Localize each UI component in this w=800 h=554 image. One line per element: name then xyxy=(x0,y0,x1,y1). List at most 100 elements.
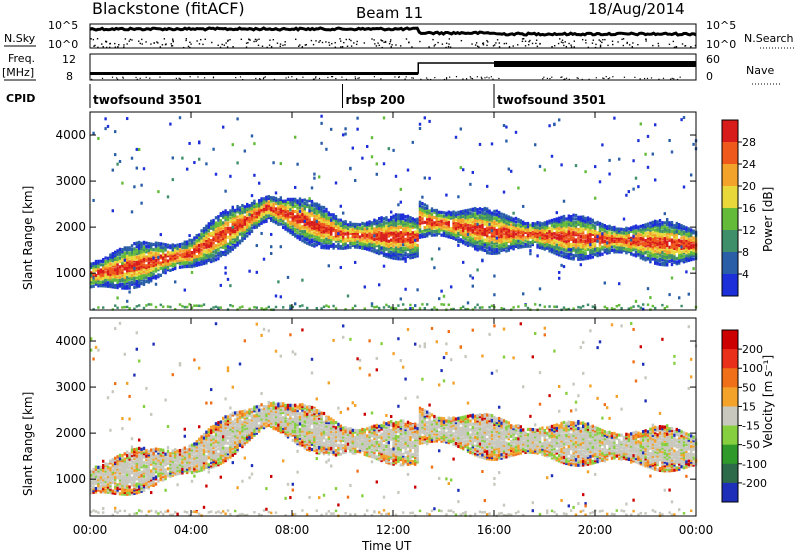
power-cell xyxy=(430,223,434,227)
power-cell xyxy=(654,233,657,237)
power-cell xyxy=(670,220,674,225)
power-cell xyxy=(510,232,513,236)
power-cell xyxy=(402,237,405,242)
power-cell xyxy=(574,226,578,230)
power-cell xyxy=(507,232,510,237)
power-cell xyxy=(577,236,580,240)
power-cell xyxy=(411,222,414,226)
power-cell xyxy=(421,217,424,221)
power-cell xyxy=(303,238,306,242)
power-cell xyxy=(562,230,566,234)
power-cell xyxy=(205,231,208,235)
power-cell xyxy=(601,224,604,228)
power-cell xyxy=(649,226,652,231)
power-cell xyxy=(366,238,369,243)
nave-dot xyxy=(296,78,298,80)
power-cell xyxy=(639,245,642,249)
nsearch-dot xyxy=(185,39,187,42)
power-cell xyxy=(145,304,148,307)
power-cell xyxy=(644,223,647,227)
power-cell xyxy=(392,240,395,245)
power-cell xyxy=(99,271,102,276)
power-cell xyxy=(114,257,117,261)
power-cell xyxy=(673,260,676,265)
power-cell xyxy=(219,227,222,232)
power-cell xyxy=(123,305,126,309)
power-cell xyxy=(481,228,484,233)
power-cell xyxy=(368,243,371,247)
power-cell xyxy=(222,235,225,239)
power-cell xyxy=(390,306,393,310)
power-cell xyxy=(402,253,405,257)
power-cell xyxy=(637,251,640,255)
power-cell xyxy=(464,226,467,230)
power-cell xyxy=(166,254,170,258)
power-cell xyxy=(471,242,474,246)
power-cell xyxy=(279,222,282,226)
power-cell xyxy=(531,241,534,245)
power-cell xyxy=(284,224,287,228)
power-cell xyxy=(97,270,100,274)
power-cell xyxy=(394,230,398,234)
power-cell xyxy=(416,221,419,225)
power-cell xyxy=(171,245,174,249)
power-cell xyxy=(666,263,669,267)
power-cell xyxy=(267,196,270,200)
power-cell xyxy=(476,230,479,234)
power-cell xyxy=(553,218,556,222)
power-cell xyxy=(332,227,335,231)
power-cell xyxy=(349,222,352,227)
power-cell xyxy=(663,261,666,265)
power-cell xyxy=(142,274,146,278)
power-cell xyxy=(301,226,304,231)
power-cell xyxy=(423,225,426,230)
power-cell xyxy=(390,245,393,249)
power-cell xyxy=(548,124,551,128)
power-cell xyxy=(330,220,333,224)
power-cell xyxy=(313,230,316,234)
power-cell xyxy=(541,232,544,236)
power-cell xyxy=(486,228,489,232)
power-cell xyxy=(224,232,227,236)
power-cell xyxy=(570,250,573,254)
power-cell xyxy=(625,226,628,230)
nave-dot xyxy=(679,76,681,78)
power-cell xyxy=(152,267,155,271)
power-cell xyxy=(397,222,400,226)
power-cell xyxy=(646,238,650,242)
power-cell xyxy=(202,253,206,257)
power-cell xyxy=(315,210,318,214)
power-cell xyxy=(526,241,530,245)
power-cell xyxy=(289,208,292,212)
power-cell xyxy=(200,262,203,266)
power-cell xyxy=(639,250,642,255)
power-cell xyxy=(234,238,237,242)
power-cell xyxy=(219,212,222,216)
power-cell xyxy=(294,185,297,189)
power-cell xyxy=(469,218,472,222)
power-cell xyxy=(279,245,282,249)
power-cell xyxy=(130,249,134,253)
power-cell xyxy=(433,221,436,225)
power-cell xyxy=(495,251,498,255)
power-cell xyxy=(452,213,455,218)
power-cell xyxy=(481,216,484,220)
power-cell xyxy=(414,241,417,245)
power-cell xyxy=(478,229,482,234)
nave-dot xyxy=(492,78,494,80)
power-cell xyxy=(306,234,309,238)
power-cell xyxy=(289,229,292,233)
power-cell xyxy=(404,248,407,252)
power-cell xyxy=(394,249,398,254)
power-cell xyxy=(608,158,611,162)
power-cell xyxy=(541,234,544,238)
power-cell xyxy=(649,242,652,246)
power-cell xyxy=(207,237,210,242)
power-cell xyxy=(385,247,388,251)
power-cell xyxy=(522,241,525,245)
power-cell xyxy=(466,243,470,247)
power-cell xyxy=(373,243,376,247)
power-cell xyxy=(114,261,117,265)
power-cell xyxy=(445,232,448,236)
power-cell xyxy=(286,201,290,205)
